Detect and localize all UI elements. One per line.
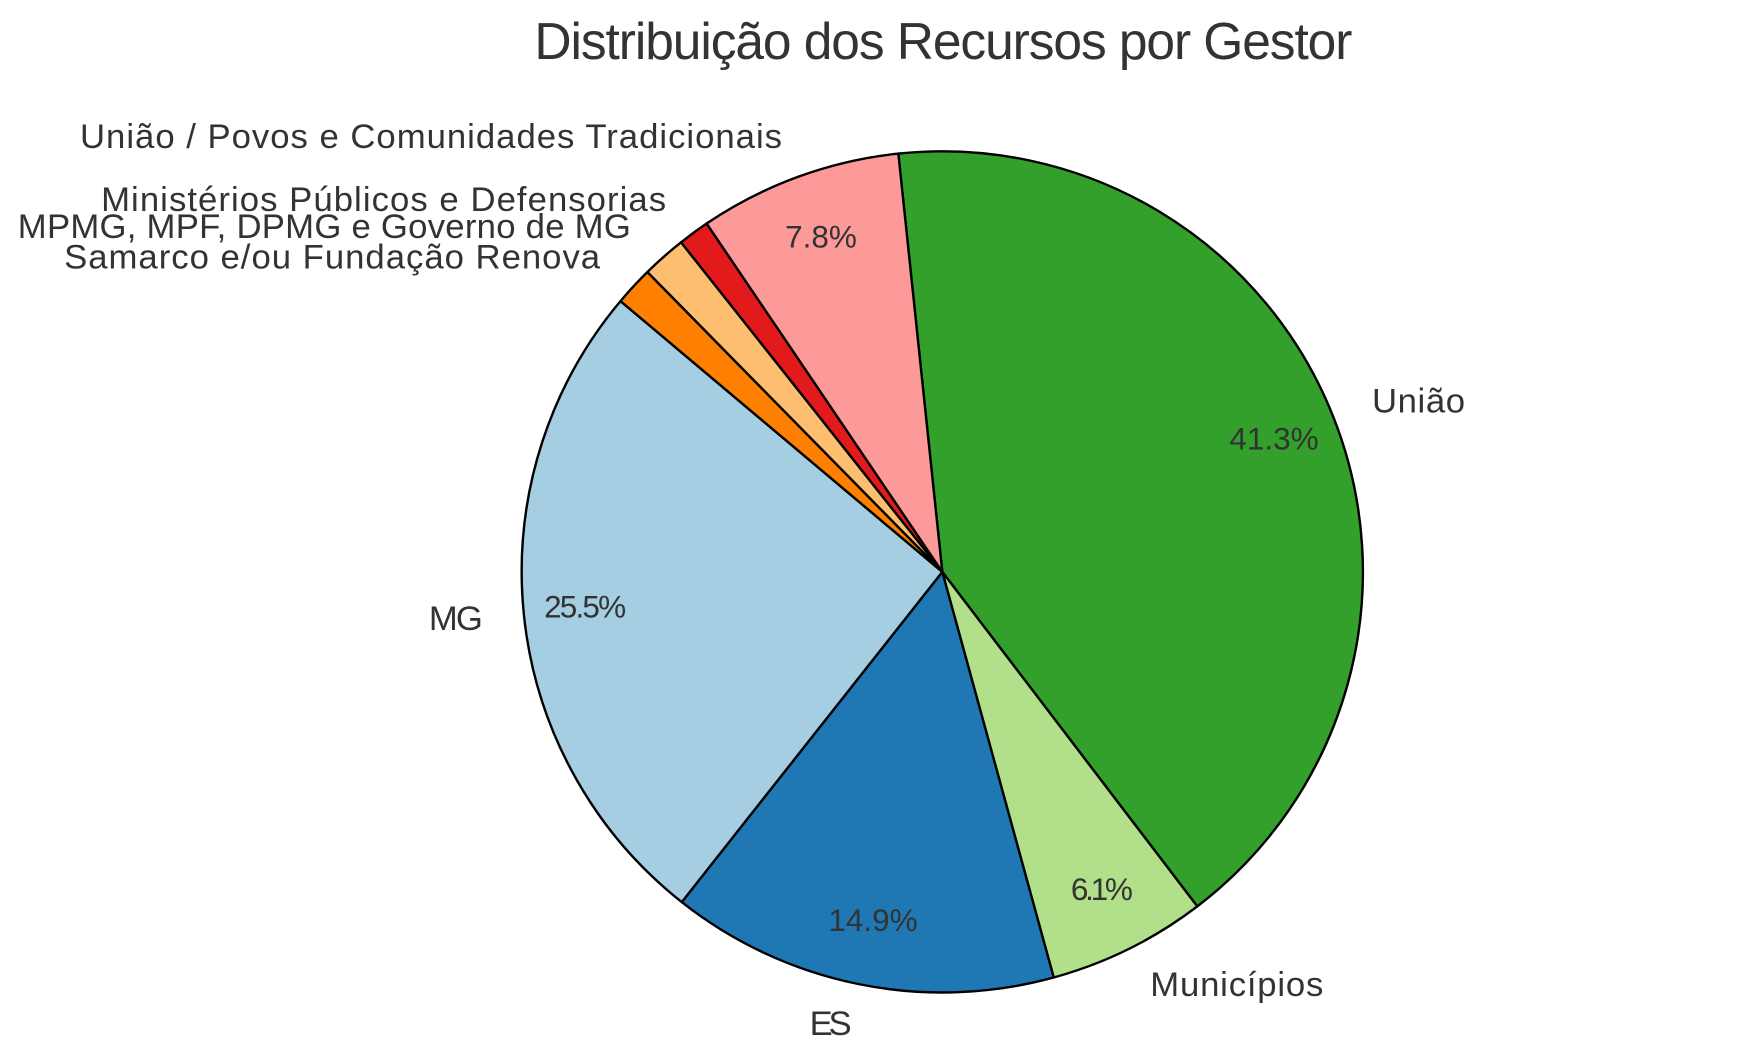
svg-text:Distribuição dos Recursos por: Distribuição dos Recursos por Gestor: [534, 12, 1352, 70]
svg-text:Samarco e/ou Fundação Renova: Samarco e/ou Fundação Renova: [64, 238, 601, 276]
svg-text:União: União: [1372, 383, 1465, 421]
svg-text:ES: ES: [810, 1005, 852, 1043]
svg-text:14.9%: 14.9%: [828, 902, 917, 938]
svg-text:União / Povos e Comunidades Tr: União / Povos e Comunidades Tradicionais: [80, 118, 782, 156]
svg-text:MPMG, MPF, DPMG e Governo de M: MPMG, MPF, DPMG e Governo de MG: [18, 208, 631, 246]
svg-text:Ministérios Públicos e Defenso: Ministérios Públicos e Defensorias: [101, 181, 666, 219]
svg-text:7.8%: 7.8%: [785, 218, 857, 254]
svg-text:MG: MG: [429, 600, 483, 638]
svg-text:41.3%: 41.3%: [1229, 421, 1318, 457]
svg-text:25.5%: 25.5%: [544, 588, 626, 624]
svg-text:Municípios: Municípios: [1150, 966, 1323, 1004]
svg-text:6.1%: 6.1%: [1071, 871, 1133, 907]
